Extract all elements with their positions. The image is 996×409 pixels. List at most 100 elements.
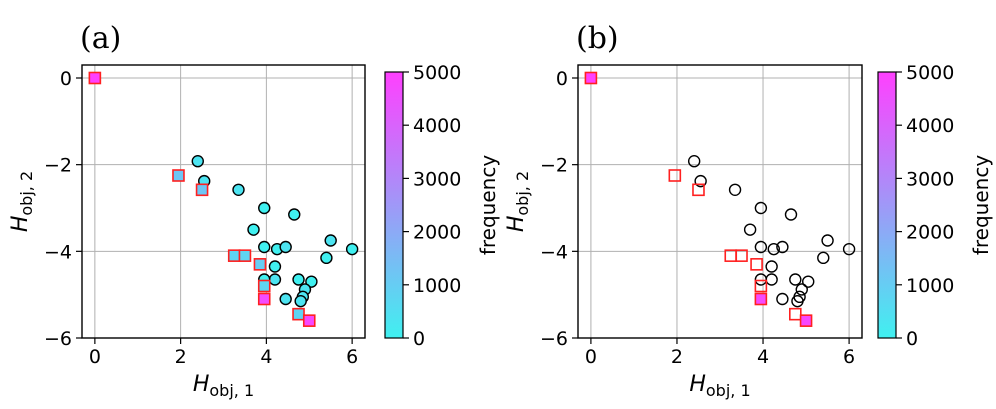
data-point-circle	[754, 240, 768, 254]
data-point-square	[668, 169, 682, 182]
data-point-circle	[743, 223, 757, 236]
data-point-circle	[694, 174, 707, 188]
data-point-circle	[795, 283, 808, 296]
data-point-square	[292, 307, 305, 321]
data-point-circle	[294, 294, 307, 308]
y-axis-label: Hobj, 2	[8, 171, 36, 232]
data-point-circle	[288, 208, 301, 221]
colorbar-tick-label: 1000	[906, 275, 954, 297]
data-point-square	[754, 279, 768, 293]
colorbar-tick-label: 2000	[906, 222, 954, 244]
y-tick-label: −4	[44, 241, 72, 263]
y-tick-label: −6	[540, 328, 568, 350]
data-point-circle	[776, 240, 789, 254]
data-point-circle	[754, 273, 768, 286]
y-tick-label: −2	[44, 155, 72, 177]
x-axis-label: Hobj, 1	[689, 372, 750, 400]
y-axis-label: Hobj, 2	[504, 171, 532, 232]
x-tick-label: 6	[346, 346, 358, 368]
colorbar	[877, 71, 897, 339]
x-tick-label: 2	[175, 346, 187, 368]
data-point-circle	[345, 242, 359, 256]
data-point-circle	[232, 183, 245, 197]
data-point-square	[195, 183, 209, 197]
colorbar-label: frequency	[969, 155, 993, 255]
data-point-square	[692, 183, 705, 197]
data-point-square	[227, 249, 241, 262]
data-point-square	[257, 292, 271, 306]
y-tick-label: 0	[556, 68, 568, 90]
y-axis-label-sub: obj, 2	[513, 171, 532, 216]
data-point-circle	[191, 154, 204, 168]
x-axis-label: Hobj, 1	[193, 372, 254, 400]
data-point-circle	[268, 260, 282, 273]
y-tick-label: −2	[540, 155, 568, 177]
data-point-square	[584, 71, 598, 85]
plot-frame	[577, 64, 863, 339]
data-point-circle	[279, 240, 292, 254]
colorbar-tick-label: 3000	[906, 168, 954, 190]
data-point-circle	[791, 294, 804, 308]
data-point-circle	[258, 240, 271, 254]
x-axis-label-sub: obj, 1	[706, 381, 751, 400]
colorbar-tick-label: 0	[413, 328, 425, 350]
data-point-circle	[279, 292, 292, 306]
data-point-circle	[728, 183, 742, 197]
panel-label: (b)	[576, 21, 619, 56]
data-point-circle	[305, 275, 318, 288]
data-point-circle	[292, 273, 305, 286]
x-tick-label: 6	[843, 346, 855, 368]
data-point-square	[88, 71, 102, 85]
data-point-square	[302, 314, 316, 327]
data-point-circle	[320, 251, 333, 265]
colorbar-tick-label: 5000	[413, 62, 461, 84]
data-point-square	[253, 258, 267, 271]
panel-label: (a)	[80, 21, 121, 56]
y-tick-label: −4	[540, 241, 568, 263]
colorbar-tick-label: 4000	[413, 115, 461, 137]
data-point-circle	[247, 223, 260, 236]
data-point-circle	[817, 251, 830, 265]
data-point-circle	[765, 273, 778, 286]
x-tick-label: 0	[585, 346, 597, 368]
data-point-square	[172, 169, 185, 182]
y-tick-label: 0	[60, 68, 72, 90]
data-point-square	[754, 292, 768, 306]
data-point-circle	[842, 242, 856, 256]
data-point-circle	[802, 275, 815, 288]
x-tick-label: 0	[89, 346, 101, 368]
data-point-square	[238, 249, 252, 262]
data-point-circle	[754, 201, 768, 215]
data-point-circle	[767, 242, 780, 256]
data-point-square	[257, 279, 271, 293]
data-point-circle	[776, 292, 789, 306]
y-tick-label: −6	[44, 328, 72, 350]
data-point-circle	[784, 208, 798, 221]
colorbar-tick-label: 5000	[906, 62, 954, 84]
colorbar	[384, 71, 404, 339]
data-point-square	[750, 258, 763, 271]
plot-frame	[81, 64, 366, 339]
colorbar-tick-label: 2000	[413, 222, 461, 244]
colorbar-tick-label: 0	[906, 328, 918, 350]
colorbar-tick-label: 1000	[413, 275, 461, 297]
data-point-circle	[789, 273, 802, 286]
data-point-square	[799, 314, 813, 327]
chart-panel-a: (a) 0 2 4 6 0 −2 −4 −6 Hobj, 1 Hobj, 2 0 1000 2000 300…	[8, 21, 500, 400]
data-point-square	[735, 249, 748, 262]
data-point-circle	[821, 234, 834, 247]
colorbar-tick-label: 4000	[906, 115, 954, 137]
data-point-circle	[268, 273, 282, 286]
chart-panel-b: (b) 0 2 4 6 0 −2 −4 −6 Hobj, 1 Hobj, 2 0 1000 2000 300…	[504, 21, 993, 400]
data-point-circle	[765, 260, 778, 273]
colorbar-label: frequency	[476, 155, 500, 255]
x-tick-label: 2	[671, 346, 683, 368]
data-point-circle	[687, 154, 701, 168]
colorbar-tick-label: 3000	[413, 168, 461, 190]
x-tick-label: 4	[260, 346, 272, 368]
data-point-circle	[324, 234, 337, 247]
data-point-circle	[258, 201, 271, 215]
y-axis-label-sub: obj, 2	[17, 171, 36, 216]
data-point-square	[789, 307, 802, 321]
